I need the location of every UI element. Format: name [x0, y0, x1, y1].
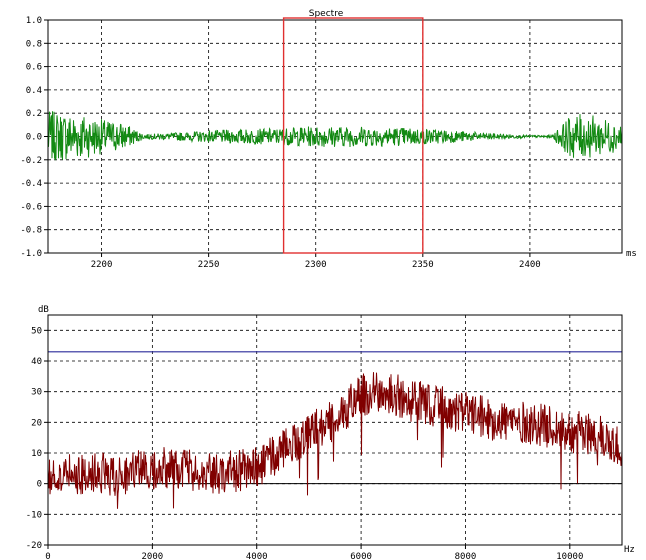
waveform-x-ticks: 2200 2250 2300 2350 2400: [91, 253, 541, 270]
x-tick-label: 4000: [246, 552, 268, 560]
y-tick-label: -0.6: [20, 202, 42, 212]
y-tick-label: 0.4: [26, 86, 42, 96]
x-tick-label: 10000: [556, 552, 583, 560]
spectrum-chart: dB 50 40 30 20 10 0 -10 -20 0 2000 4000 6000 8000 10…: [26, 305, 635, 560]
x-tick-label: 2000: [142, 552, 164, 560]
y-tick-label: 40: [31, 357, 42, 367]
selection-window[interactable]: [282, 17, 424, 254]
y-tick-label: -0.4: [20, 179, 42, 189]
y-tick-label: -0.2: [20, 156, 42, 166]
spectrum-x-ticks: 0 2000 4000 6000 8000 10000: [45, 545, 583, 560]
y-tick-label: 0.0: [26, 133, 42, 143]
y-tick-label: -10: [26, 510, 42, 520]
x-tick-label: 0: [45, 552, 50, 560]
waveform-title: Spectre: [309, 9, 344, 19]
y-tick-label: 0.8: [26, 39, 42, 49]
y-tick-label: 1.0: [26, 16, 42, 26]
spectrum-x-unit: Hz: [624, 545, 635, 555]
y-tick-label: 50: [31, 326, 42, 336]
y-tick-label: 0.2: [26, 109, 42, 119]
x-tick-label: 2350: [412, 260, 434, 270]
spectrum-series-line: [47, 372, 623, 509]
x-tick-label: 2200: [91, 260, 113, 270]
y-tick-label: 0.6: [26, 63, 42, 73]
waveform-chart: Spectre 1.0 0.8 0.6 0.4 0.2 0.0 -0.2 -0.4 -0.6 -0…: [20, 9, 637, 270]
y-tick-label: 10: [31, 449, 42, 459]
spectrum-y-axis-label: dB: [38, 305, 49, 315]
spectrum-y-ticks: 50 40 30 20 10 0 -10 -20: [26, 326, 48, 551]
y-tick-label: 20: [31, 418, 42, 428]
y-tick-label: 0: [37, 480, 42, 490]
y-tick-label: -0.8: [20, 226, 42, 236]
x-tick-label: 6000: [350, 552, 372, 560]
waveform-x-unit: ms: [626, 249, 637, 259]
waveform-y-ticks: 1.0 0.8 0.6 0.4 0.2 0.0 -0.2 -0.4 -0.6 -0.8 -1.0: [20, 16, 48, 259]
y-tick-label: 30: [31, 388, 42, 398]
y-tick-label: -20: [26, 541, 42, 551]
waveform-series-line: [47, 111, 623, 161]
x-tick-label: 2250: [198, 260, 220, 270]
x-tick-label: 2400: [519, 260, 541, 270]
x-tick-label: 2300: [305, 260, 327, 270]
y-tick-label: -1.0: [20, 249, 42, 259]
x-tick-label: 8000: [455, 552, 477, 560]
spectrum-plot-frame: [47, 314, 623, 546]
